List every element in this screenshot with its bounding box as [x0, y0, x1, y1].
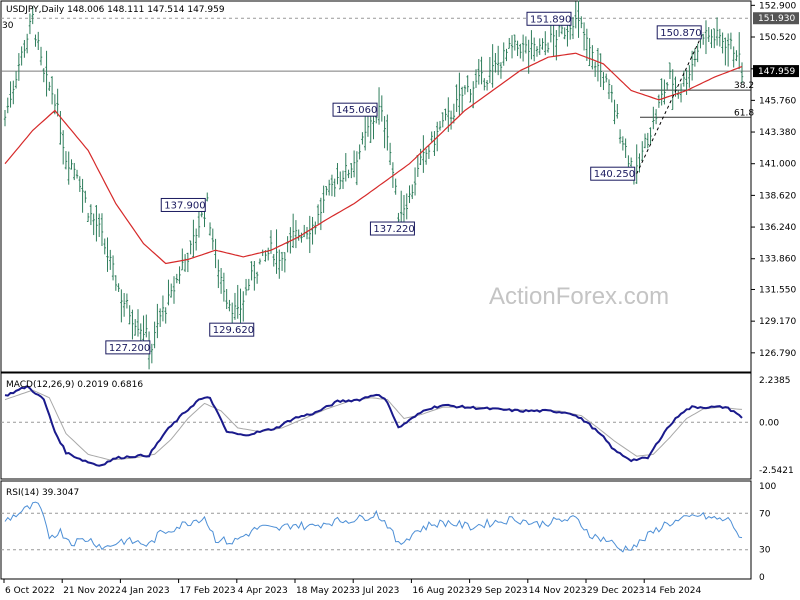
annotation-label: 137.900: [164, 200, 205, 211]
main-y-tick-label: 133.860: [759, 255, 796, 265]
annotation-label: 129.620: [213, 325, 254, 336]
macd-line: [4, 384, 743, 467]
annotation-label: 150.870: [660, 28, 701, 39]
current-price-tag-label: 147.959: [758, 67, 795, 77]
macd-signal-line: [4, 389, 743, 461]
x-tick-label: 3 Jul 2023: [354, 586, 399, 596]
annotation-label: 145.060: [336, 105, 377, 116]
fib-label: 38.2: [734, 81, 754, 91]
macd-header: MACD(12,26,9) 0.2019 0.6816: [6, 380, 143, 390]
main-y-tick-label: 152.900: [759, 1, 796, 11]
macd-y-tick-label: 0.00: [759, 418, 779, 428]
rsi-y-tick-label: 30: [759, 546, 771, 556]
main-y-tick-label: 131.550: [759, 285, 796, 295]
annotation-box: [160, 197, 206, 212]
main-price-layer: 38.2 61.8 151.890 150.870 145.060 137.900 137.…: [1, 0, 754, 370]
annotation-box: [656, 25, 702, 40]
rsi-y-tick-label: 100: [759, 482, 776, 492]
annotation-box: [590, 166, 636, 181]
main-header: USDJPY,Daily 148.006 148.111 147.514 147…: [6, 5, 225, 15]
moving-average-line: [4, 52, 743, 265]
x-tick-label: 4 Jan 2023: [121, 586, 169, 596]
rsi-layer: [1, 501, 751, 553]
main-panel-frame: [0, 0, 752, 373]
axis-layer: 152.900150.520148.130145.760143.380141.0…: [3, 1, 799, 596]
macd-panel-frame: [0, 372, 752, 480]
x-tick-label: 18 May 2023: [296, 586, 355, 596]
main-y-tick-label: 141.000: [759, 160, 796, 170]
annotation-box: [369, 221, 415, 236]
macd-layer: [1, 384, 751, 467]
main-y-tick-label: 129.170: [759, 317, 796, 327]
corner-label: 30: [2, 21, 14, 31]
x-tick-label: 29 Dec 2023: [587, 586, 645, 596]
current-price-tag: [753, 65, 799, 78]
x-tick-label: 16 Aug 2023: [412, 586, 470, 596]
annotation-box: [209, 322, 255, 337]
watermark: ActionForex.com: [489, 283, 669, 310]
x-tick-label: 14 Nov 2023: [529, 586, 587, 596]
annotation-label: 127.200: [109, 343, 150, 354]
annotation-box: [332, 102, 378, 117]
rsi-panel-frame: [0, 480, 752, 580]
x-tick-label: 21 Nov 2022: [63, 586, 121, 596]
x-tick-label: 17 Feb 2023: [180, 586, 236, 596]
main-y-tick-label: 150.520: [759, 33, 796, 43]
main-y-tick-label: 145.760: [759, 96, 796, 106]
x-tick-label: 4 Apr 2023: [238, 586, 288, 596]
x-tick-label: 29 Sep 2023: [471, 586, 528, 596]
x-tick-label: 6 Oct 2022: [5, 586, 55, 596]
annotation-label: 137.220: [373, 224, 414, 235]
macd-y-tick-label: -2.5421: [759, 466, 794, 476]
annotation-label: 140.250: [594, 169, 635, 180]
trend-line: [636, 32, 704, 174]
annotation-box: [105, 340, 151, 355]
main-y-tick-label: 136.240: [759, 223, 796, 233]
high-price-tag-label: 151.930: [758, 14, 795, 24]
main-y-tick-label: 126.790: [759, 349, 796, 359]
rsi-line: [4, 501, 743, 553]
rsi-y-tick-label: 70: [759, 509, 771, 519]
main-y-tick-label: 143.380: [759, 128, 796, 138]
rsi-y-tick-label: 0: [759, 573, 765, 583]
annotation-label: 151.890: [530, 14, 571, 25]
fib-label: 61.8: [734, 108, 754, 118]
x-tick-label: 14 Feb 2024: [645, 586, 701, 596]
main-y-tick-label: 138.620: [759, 191, 796, 201]
rsi-header: RSI(14) 39.3047: [6, 488, 79, 498]
macd-y-tick-label: 2.2385: [759, 376, 791, 386]
annotation-box: [526, 11, 572, 26]
high-price-tag: [753, 12, 799, 25]
